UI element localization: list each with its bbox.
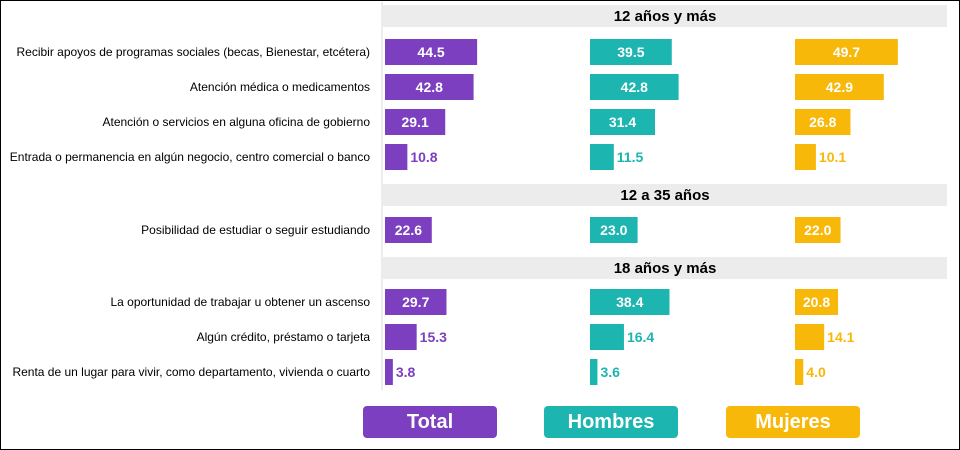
data-label-hombres: 38.4 [616, 294, 643, 310]
section-header-bg-3 [383, 257, 947, 279]
section-title-1: 12 años y más [614, 8, 717, 25]
section-title-3: 18 años y más [614, 260, 717, 277]
legend-total: Total [363, 406, 497, 438]
category-label: Renta de un lugar para vivir, como depar… [12, 365, 370, 379]
data-label-hombres: 3.6 [600, 364, 620, 380]
bar-mujeres [795, 289, 839, 315]
data-label-hombres: 11.5 [617, 149, 644, 165]
data-label-mujeres: 22.0 [804, 222, 831, 238]
bar-hombres [590, 74, 679, 100]
data-label-mujeres: 20.8 [803, 294, 830, 310]
data-label-total: 42.8 [416, 79, 443, 95]
section-header-bg-1 [383, 5, 947, 27]
legend-mujeres: Mujeres [726, 406, 860, 438]
data-label-total: 29.1 [401, 114, 428, 130]
bar-hombres [590, 109, 655, 135]
bar-total [385, 289, 447, 315]
data-label-mujeres: 14.1 [827, 329, 854, 345]
bar-hombres [590, 144, 614, 170]
bar-total [385, 359, 393, 385]
data-label-hombres: 42.8 [621, 79, 648, 95]
bar-mujeres [795, 324, 825, 350]
bar-total [385, 217, 432, 243]
category-label: Posibilidad de estudiar o seguir estudia… [141, 223, 370, 237]
bar-hombres [590, 39, 672, 65]
bar-mujeres [795, 144, 816, 170]
data-label-total: 29.7 [402, 294, 429, 310]
bar-mujeres [795, 39, 898, 65]
category-label: Entrada o permanencia en algún negocio, … [10, 150, 371, 164]
data-label-mujeres: 26.8 [809, 114, 836, 130]
bar-hombres [590, 217, 638, 243]
section-header-bg-2 [383, 184, 947, 206]
data-label-mujeres: 4.0 [806, 364, 826, 380]
data-label-hombres: 16.4 [627, 329, 654, 345]
category-label: Atención médica o medicamentos [190, 80, 370, 94]
bar-mujeres [795, 74, 884, 100]
data-label-hombres: 31.4 [609, 114, 636, 130]
category-label: Algún crédito, préstamo o tarjeta [197, 330, 371, 344]
bar-total [385, 144, 408, 170]
data-label-total: 3.8 [396, 364, 416, 380]
bar-total [385, 74, 474, 100]
bar-mujeres [795, 217, 841, 243]
bar-hombres [590, 324, 624, 350]
data-label-mujeres: 10.1 [819, 149, 846, 165]
category-label: La oportunidad de trabajar u obtener un … [110, 295, 370, 309]
data-label-hombres: 39.5 [617, 44, 644, 60]
section-title-2: 12 a 35 años [620, 187, 709, 204]
data-label-total: 15.3 [420, 329, 447, 345]
bar-hombres [590, 289, 670, 315]
data-label-hombres: 23.0 [600, 222, 627, 238]
bar-total [385, 39, 478, 65]
bar-total [385, 324, 417, 350]
legend-hombres: Hombres [544, 406, 678, 438]
bar-total [385, 109, 446, 135]
data-label-mujeres: 42.9 [826, 79, 853, 95]
category-label: Recibir apoyos de programas sociales (be… [16, 45, 370, 59]
data-label-total: 10.8 [410, 149, 437, 165]
category-label: Atención o servicios en alguna oficina d… [102, 115, 370, 129]
data-label-total: 22.6 [395, 222, 422, 238]
bar-hombres [590, 359, 598, 385]
data-label-mujeres: 49.7 [833, 44, 860, 60]
data-label-total: 44.5 [417, 44, 444, 60]
bar-mujeres [795, 359, 804, 385]
bar-mujeres [795, 109, 851, 135]
